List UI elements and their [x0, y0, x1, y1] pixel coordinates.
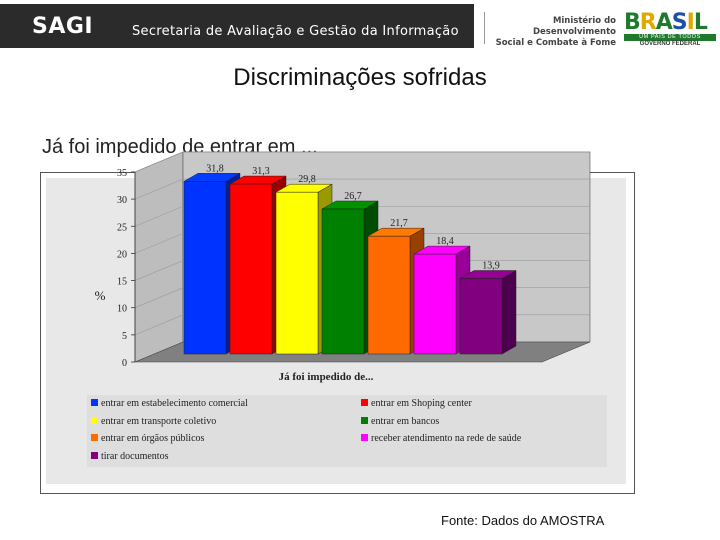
ministry-logo: Ministério do Desenvolvimento Social e C… [494, 16, 616, 49]
legend-item: entrar em transporte coletivo [91, 416, 216, 427]
bar [229, 183, 273, 355]
legend-label: entrar em Shoping center [371, 398, 472, 409]
bar-value-label: 31,3 [252, 166, 270, 177]
gridline [134, 178, 590, 200]
chart-legend: entrar em estabelecimento comercial entra… [87, 395, 607, 467]
legend-label: entrar em estabelecimento comercial [101, 398, 248, 409]
legend-swatch [361, 416, 368, 424]
legend-item: entrar em bancos [361, 416, 439, 427]
legend-label: entrar em bancos [371, 415, 440, 427]
source-note: Fonte: Dados do AMOSTRA [441, 513, 605, 528]
legend-item: tirar documentos [91, 451, 168, 462]
legend-swatch [91, 416, 98, 424]
bar [459, 278, 503, 355]
ministry-line-2: Social e Combate à Fome [495, 38, 616, 48]
y-tick-label: 20 [117, 249, 127, 260]
legend-item: entrar em estabelecimento comercial [91, 398, 248, 409]
x-axis-label: Já foi impedido de... [279, 371, 374, 383]
legend-label: entrar em órgãos públicos [101, 433, 205, 444]
chart-side-wall [134, 151, 184, 363]
legend-swatch [91, 451, 98, 459]
bar-value-label: 29,8 [298, 174, 316, 185]
y-tick-label: 10 [117, 304, 127, 315]
bar [275, 191, 319, 355]
legend-label: tirar documentos [101, 450, 169, 462]
y-tick-label: 35 [117, 168, 127, 179]
legend-label: entrar em transporte coletivo [101, 415, 217, 427]
brasil-logo: BRASIL UM PAÍS DE TODOS GOVERNO FEDERAL [624, 10, 716, 47]
bar-value-label: 13,9 [482, 261, 500, 272]
bar [321, 208, 365, 355]
gridline [134, 233, 590, 254]
y-tick-label: 25 [117, 222, 127, 233]
legend-label: receber atendimento na rede de saúde [371, 433, 522, 444]
bar-side [501, 270, 517, 355]
brasil-tagline: UM PAÍS DE TODOS [624, 34, 716, 41]
sagi-banner: SAGI Secretaria de Avaliação e Gestão da… [0, 4, 474, 48]
sagi-logo: SAGI [32, 14, 94, 39]
page-title: Discriminações sofridas [233, 64, 487, 91]
header-divider [484, 12, 485, 44]
legend-swatch [361, 399, 368, 406]
bar [183, 181, 227, 355]
gridline [134, 151, 590, 173]
ministry-line-1: Ministério do Desenvolvimento [532, 16, 616, 37]
bar [367, 235, 411, 355]
gridline [134, 205, 590, 227]
y-tick-label: 0 [122, 358, 127, 369]
legend-swatch [91, 399, 98, 406]
legend-item: receber atendimento na rede de saúde [361, 433, 521, 444]
y-tick-label: 15 [117, 277, 127, 288]
governo-federal-label: GOVERNO FEDERAL [639, 41, 701, 47]
legend-swatch [361, 434, 368, 441]
legend-item: entrar em Shoping center [361, 398, 472, 409]
bar-value-label: 31,8 [206, 163, 224, 174]
y-tick-label: 30 [117, 195, 127, 206]
sagi-subtitle: Secretaria de Avaliação e Gestão da Info… [132, 24, 459, 39]
legend-item: entrar em órgãos públicos [91, 433, 204, 444]
bar-value-label: 21,7 [390, 218, 408, 229]
brasil-wordmark: BRASIL [624, 10, 708, 35]
bar [413, 253, 457, 355]
bar-value-label: 18,4 [436, 236, 454, 247]
header: SAGI Secretaria de Avaliação e Gestão da… [0, 0, 720, 56]
legend-swatch [91, 434, 98, 441]
y-tick-label: 5 [122, 331, 127, 342]
y-axis-label: % [95, 288, 106, 303]
bar-value-label: 26,7 [344, 191, 362, 202]
